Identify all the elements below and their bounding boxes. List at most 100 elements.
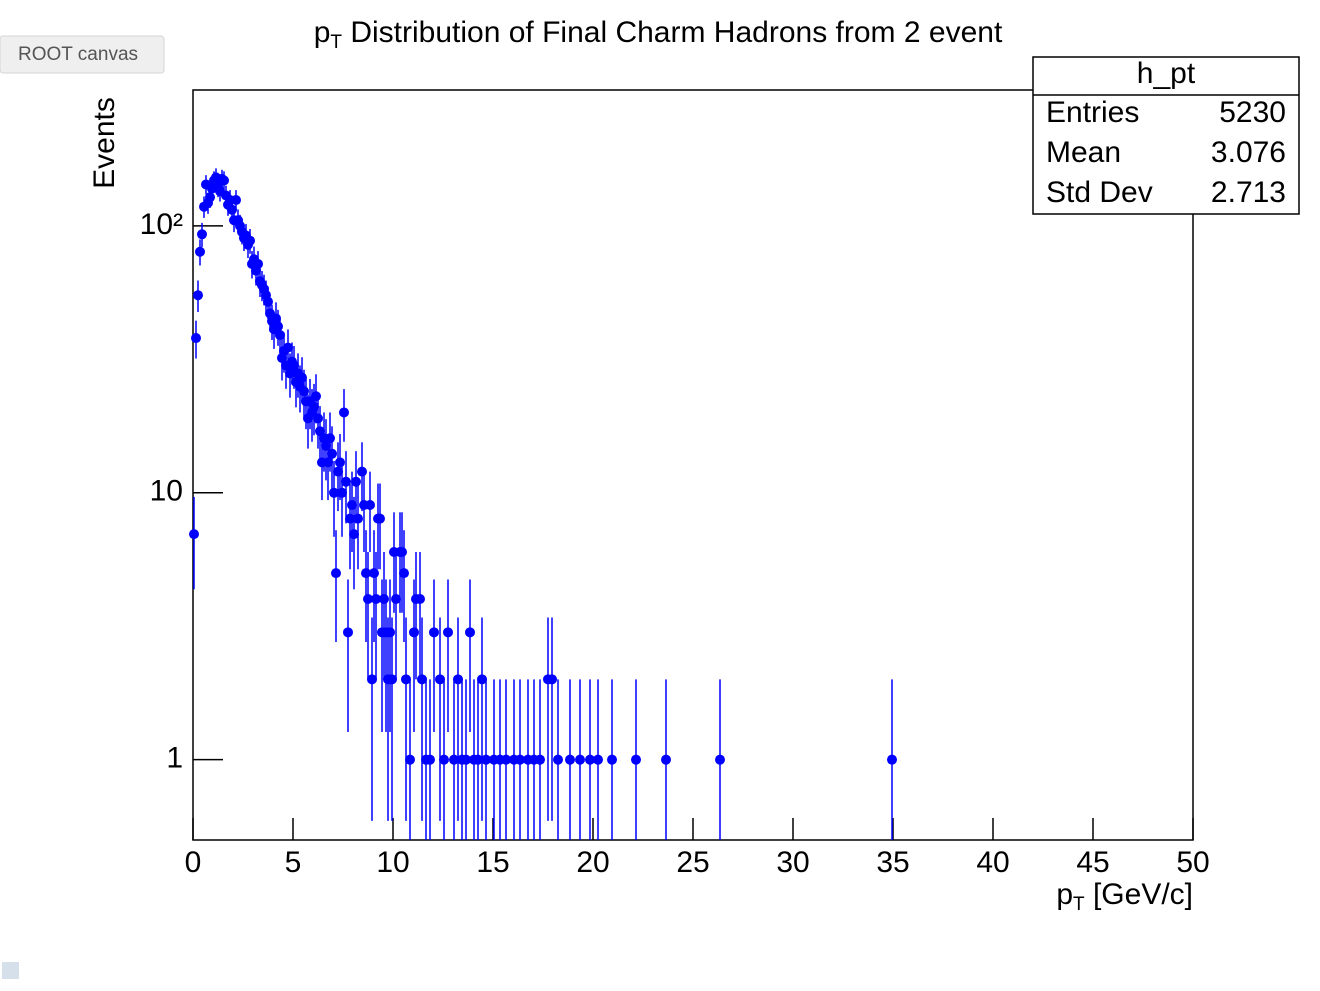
data-point (385, 627, 395, 638)
x-tick-label: 45 (1076, 846, 1109, 879)
x-tick-label: 25 (676, 846, 709, 879)
data-point (195, 246, 205, 257)
chart-title: pT Distribution of Final Charm Hadrons f… (314, 16, 1003, 53)
data-point (477, 674, 487, 685)
data-point (375, 513, 385, 524)
x-axis-label: pT [GeV/c] (1056, 878, 1193, 915)
data-point (365, 499, 375, 510)
stats-frame (1032, 56, 1300, 215)
data-point (191, 333, 201, 344)
stats-box: h_pt Entries 5230 Mean 3.076 Std Dev 2.713 (1032, 56, 1300, 215)
data-point (325, 433, 335, 444)
data-point (371, 593, 381, 604)
data-point (443, 627, 453, 638)
stats-title: h_pt (1137, 57, 1196, 90)
data-point (415, 593, 425, 604)
data-point (311, 391, 321, 402)
data-point (575, 754, 585, 765)
data-point (515, 754, 525, 765)
data-point (887, 754, 897, 765)
data-point (329, 487, 339, 498)
data-point (387, 674, 397, 685)
data-point (197, 229, 207, 240)
title-text: Distribution of Final Charm Hadrons from… (342, 16, 1003, 49)
data-point (341, 476, 351, 487)
data-point (283, 342, 293, 353)
data-point (585, 754, 595, 765)
data-point (343, 627, 353, 638)
data-point (231, 195, 241, 206)
data-point (339, 407, 349, 418)
plot-area: 0 5 10 15 20 25 30 35 40 45 50 1 10 10² (140, 168, 1210, 879)
corner-square (2, 962, 19, 979)
tooltip-box (0, 35, 165, 74)
y-tick-label: 10² (140, 208, 183, 241)
data-point (425, 754, 435, 765)
data-point (335, 457, 345, 468)
x-label-text: [GeV/c] (1085, 878, 1193, 911)
y-tick-label: 1 (166, 742, 183, 775)
x-tick-label: 5 (285, 846, 302, 879)
data-point (397, 546, 407, 557)
data-point (593, 754, 603, 765)
data-point (391, 593, 401, 604)
data-point (553, 754, 563, 765)
tooltip: ROOT canvas (18, 44, 138, 65)
data-point (253, 258, 263, 269)
data-point (439, 754, 449, 765)
data-point (607, 754, 617, 765)
stats-value: 2.713 (1211, 176, 1286, 209)
data-point (357, 466, 367, 477)
data-point (351, 476, 361, 487)
data-point (337, 487, 347, 498)
data-point (219, 175, 229, 186)
x-tick-label: 0 (185, 846, 202, 879)
data-point (189, 529, 199, 540)
data-point (481, 754, 491, 765)
x-tick-label: 20 (576, 846, 609, 879)
data-point (379, 593, 389, 604)
title-subscript: T (330, 32, 342, 53)
data-point (205, 192, 215, 203)
stats-value: 3.076 (1211, 136, 1286, 169)
data-point (631, 754, 641, 765)
data-point (275, 330, 285, 341)
stats-label: Entries (1046, 96, 1139, 129)
data-point (449, 754, 459, 765)
x-tick-label: 30 (776, 846, 809, 879)
data-point (501, 754, 511, 765)
data-point (363, 593, 373, 604)
data-point (473, 754, 483, 765)
x-label-subscript: T (1073, 894, 1085, 915)
data-point (313, 413, 323, 424)
data-point (273, 321, 283, 332)
y-axis-label: Events (88, 97, 121, 189)
data-point (535, 754, 545, 765)
x-tick-label: 40 (976, 846, 1009, 879)
data-point (661, 754, 671, 765)
data-point (349, 529, 359, 540)
x-tick-label: 50 (1176, 846, 1209, 879)
data-point (399, 568, 409, 579)
data-point (435, 674, 445, 685)
title-symbol: p (314, 16, 331, 49)
data-point (367, 674, 377, 685)
data-point (331, 568, 341, 579)
x-tick-label: 35 (876, 846, 909, 879)
data-point (465, 627, 475, 638)
data-point (453, 674, 463, 685)
y-tick-label: 10 (150, 475, 183, 508)
data-point (245, 235, 255, 246)
x-label-symbol: p (1056, 878, 1073, 911)
data-point (417, 674, 427, 685)
data-point (461, 754, 471, 765)
data-point (405, 754, 415, 765)
x-tick-label: 15 (476, 846, 509, 879)
data-point (327, 448, 337, 459)
data-point (353, 513, 363, 524)
data-point (409, 627, 419, 638)
stats-label: Std Dev (1046, 176, 1153, 209)
data-point (193, 290, 203, 301)
data-point (429, 627, 439, 638)
